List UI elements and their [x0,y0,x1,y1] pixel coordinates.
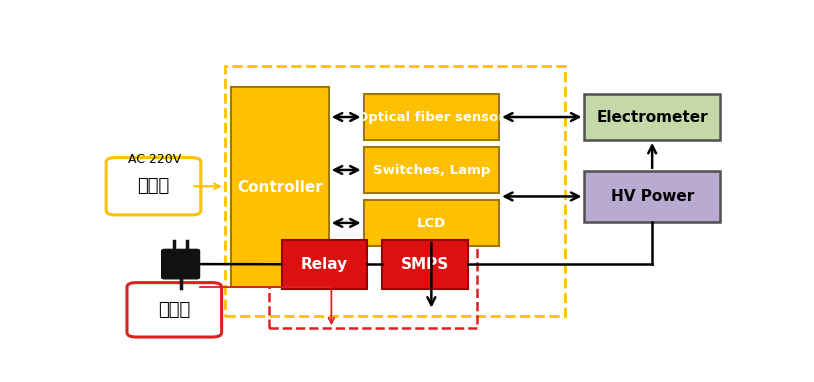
Bar [225,66,566,316]
FancyBboxPatch shape [127,283,221,337]
Text: 전원부: 전원부 [158,301,190,319]
Bar [584,94,720,140]
Text: LCD: LCD [417,217,446,230]
Bar [364,147,499,193]
Text: Controller: Controller [237,180,323,194]
Text: Switches, Lamp: Switches, Lamp [373,163,490,176]
Bar [383,240,467,288]
Text: AC 220V: AC 220V [129,152,182,165]
Text: SMPS: SMPS [401,257,449,272]
Bar [364,200,499,246]
Text: Electrometer: Electrometer [597,110,708,125]
Text: Optical fiber sensor: Optical fiber sensor [357,111,505,124]
FancyBboxPatch shape [162,249,199,279]
Bar [584,171,720,222]
Bar [364,94,499,140]
Text: Relay: Relay [300,257,348,272]
Bar [282,240,366,288]
Text: HV Power: HV Power [610,189,694,204]
Bar [231,87,329,287]
FancyBboxPatch shape [106,158,201,215]
Bar [269,240,477,328]
Text: 제어부: 제어부 [138,177,169,195]
